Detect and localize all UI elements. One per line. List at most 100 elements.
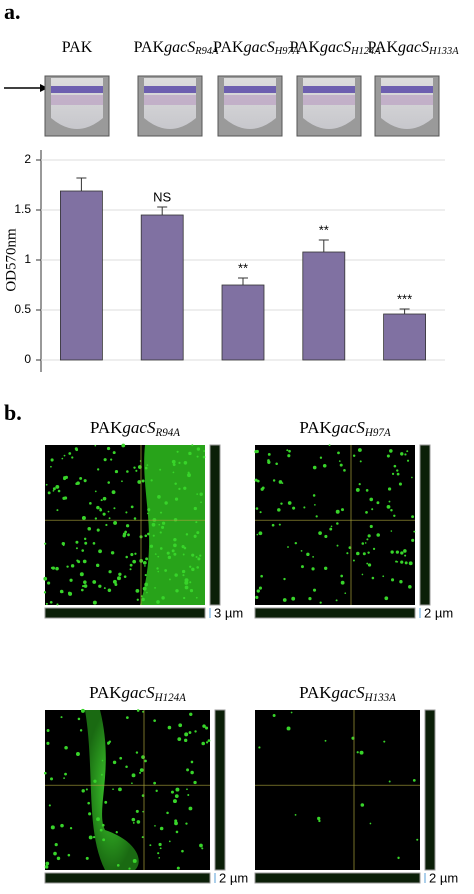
cell (408, 585, 412, 589)
cell (359, 460, 362, 463)
y-tick-label: 0.5 (14, 302, 31, 316)
cell (355, 487, 360, 492)
cell (189, 588, 194, 593)
cell (389, 449, 393, 453)
biofilm (140, 445, 205, 605)
cell (144, 565, 146, 567)
cell (105, 523, 108, 527)
cell (190, 760, 194, 764)
cell (194, 730, 197, 733)
cell (157, 495, 161, 499)
cell (340, 574, 344, 578)
cell (294, 541, 298, 545)
cell (161, 596, 165, 600)
cell (186, 788, 188, 791)
cell (99, 828, 103, 832)
cell (360, 803, 365, 807)
cell (413, 530, 416, 533)
strain: PAK (90, 418, 123, 437)
cell (47, 491, 51, 495)
cell (63, 476, 66, 479)
cell (154, 587, 156, 589)
cell (339, 463, 343, 467)
cell (201, 741, 206, 746)
cell (182, 574, 185, 577)
gene: gacS (398, 39, 429, 56)
cell (352, 559, 355, 562)
cell (174, 482, 177, 485)
cell (382, 575, 385, 578)
cell (83, 537, 87, 541)
cell (55, 484, 60, 489)
side-view (214, 709, 226, 871)
cell (367, 551, 370, 554)
cell (205, 741, 209, 744)
cell (291, 596, 296, 601)
strain: PAK (289, 39, 320, 56)
cell (157, 852, 160, 855)
cell (338, 460, 341, 462)
cell (116, 864, 120, 867)
cell (149, 544, 154, 548)
cell (340, 580, 345, 585)
cell (60, 716, 63, 719)
cell (79, 572, 84, 577)
cell (95, 563, 100, 568)
cell (139, 768, 144, 773)
cell (108, 570, 112, 574)
cell (154, 553, 157, 555)
cell (277, 508, 281, 512)
cell (92, 580, 97, 584)
cell (191, 567, 195, 572)
cell (153, 781, 157, 785)
cell (129, 568, 132, 571)
cell (98, 549, 102, 554)
cell (70, 564, 75, 568)
y-axis-label: OD570nm (3, 228, 19, 292)
cell (136, 709, 140, 712)
cell (183, 546, 187, 550)
cell (82, 559, 87, 564)
bar (383, 313, 427, 361)
cell (131, 773, 136, 778)
cell (52, 490, 55, 492)
cell (255, 595, 259, 600)
cell (393, 514, 396, 517)
cell (282, 598, 287, 602)
cell (390, 530, 393, 532)
panel-label: a. (4, 0, 21, 24)
cell (94, 444, 97, 447)
cell (92, 542, 96, 545)
cell (312, 465, 317, 470)
cell (118, 572, 122, 576)
cell (96, 528, 100, 532)
cell (261, 486, 265, 490)
cell (199, 843, 203, 848)
cell (68, 452, 72, 455)
cell (94, 490, 97, 493)
cell (171, 459, 176, 464)
cell (346, 552, 349, 555)
y-tick-label: 1.5 (14, 202, 31, 216)
cell (383, 740, 386, 743)
cell (404, 453, 407, 456)
strain: PAK (299, 418, 332, 437)
strain: PAK (89, 683, 122, 702)
cell (365, 489, 369, 492)
cell (134, 552, 137, 555)
bottom-view (44, 607, 206, 619)
cell (318, 531, 322, 535)
cell (396, 472, 400, 476)
cell (92, 836, 96, 839)
cell (175, 830, 179, 834)
cell (258, 586, 263, 590)
cell (83, 580, 87, 584)
cell (356, 551, 360, 556)
cell (152, 534, 155, 537)
cell (372, 547, 376, 550)
cell (146, 591, 148, 594)
cell (181, 849, 184, 853)
cell (169, 578, 171, 581)
crystal-violet-ring (51, 86, 103, 93)
cell (362, 552, 366, 556)
